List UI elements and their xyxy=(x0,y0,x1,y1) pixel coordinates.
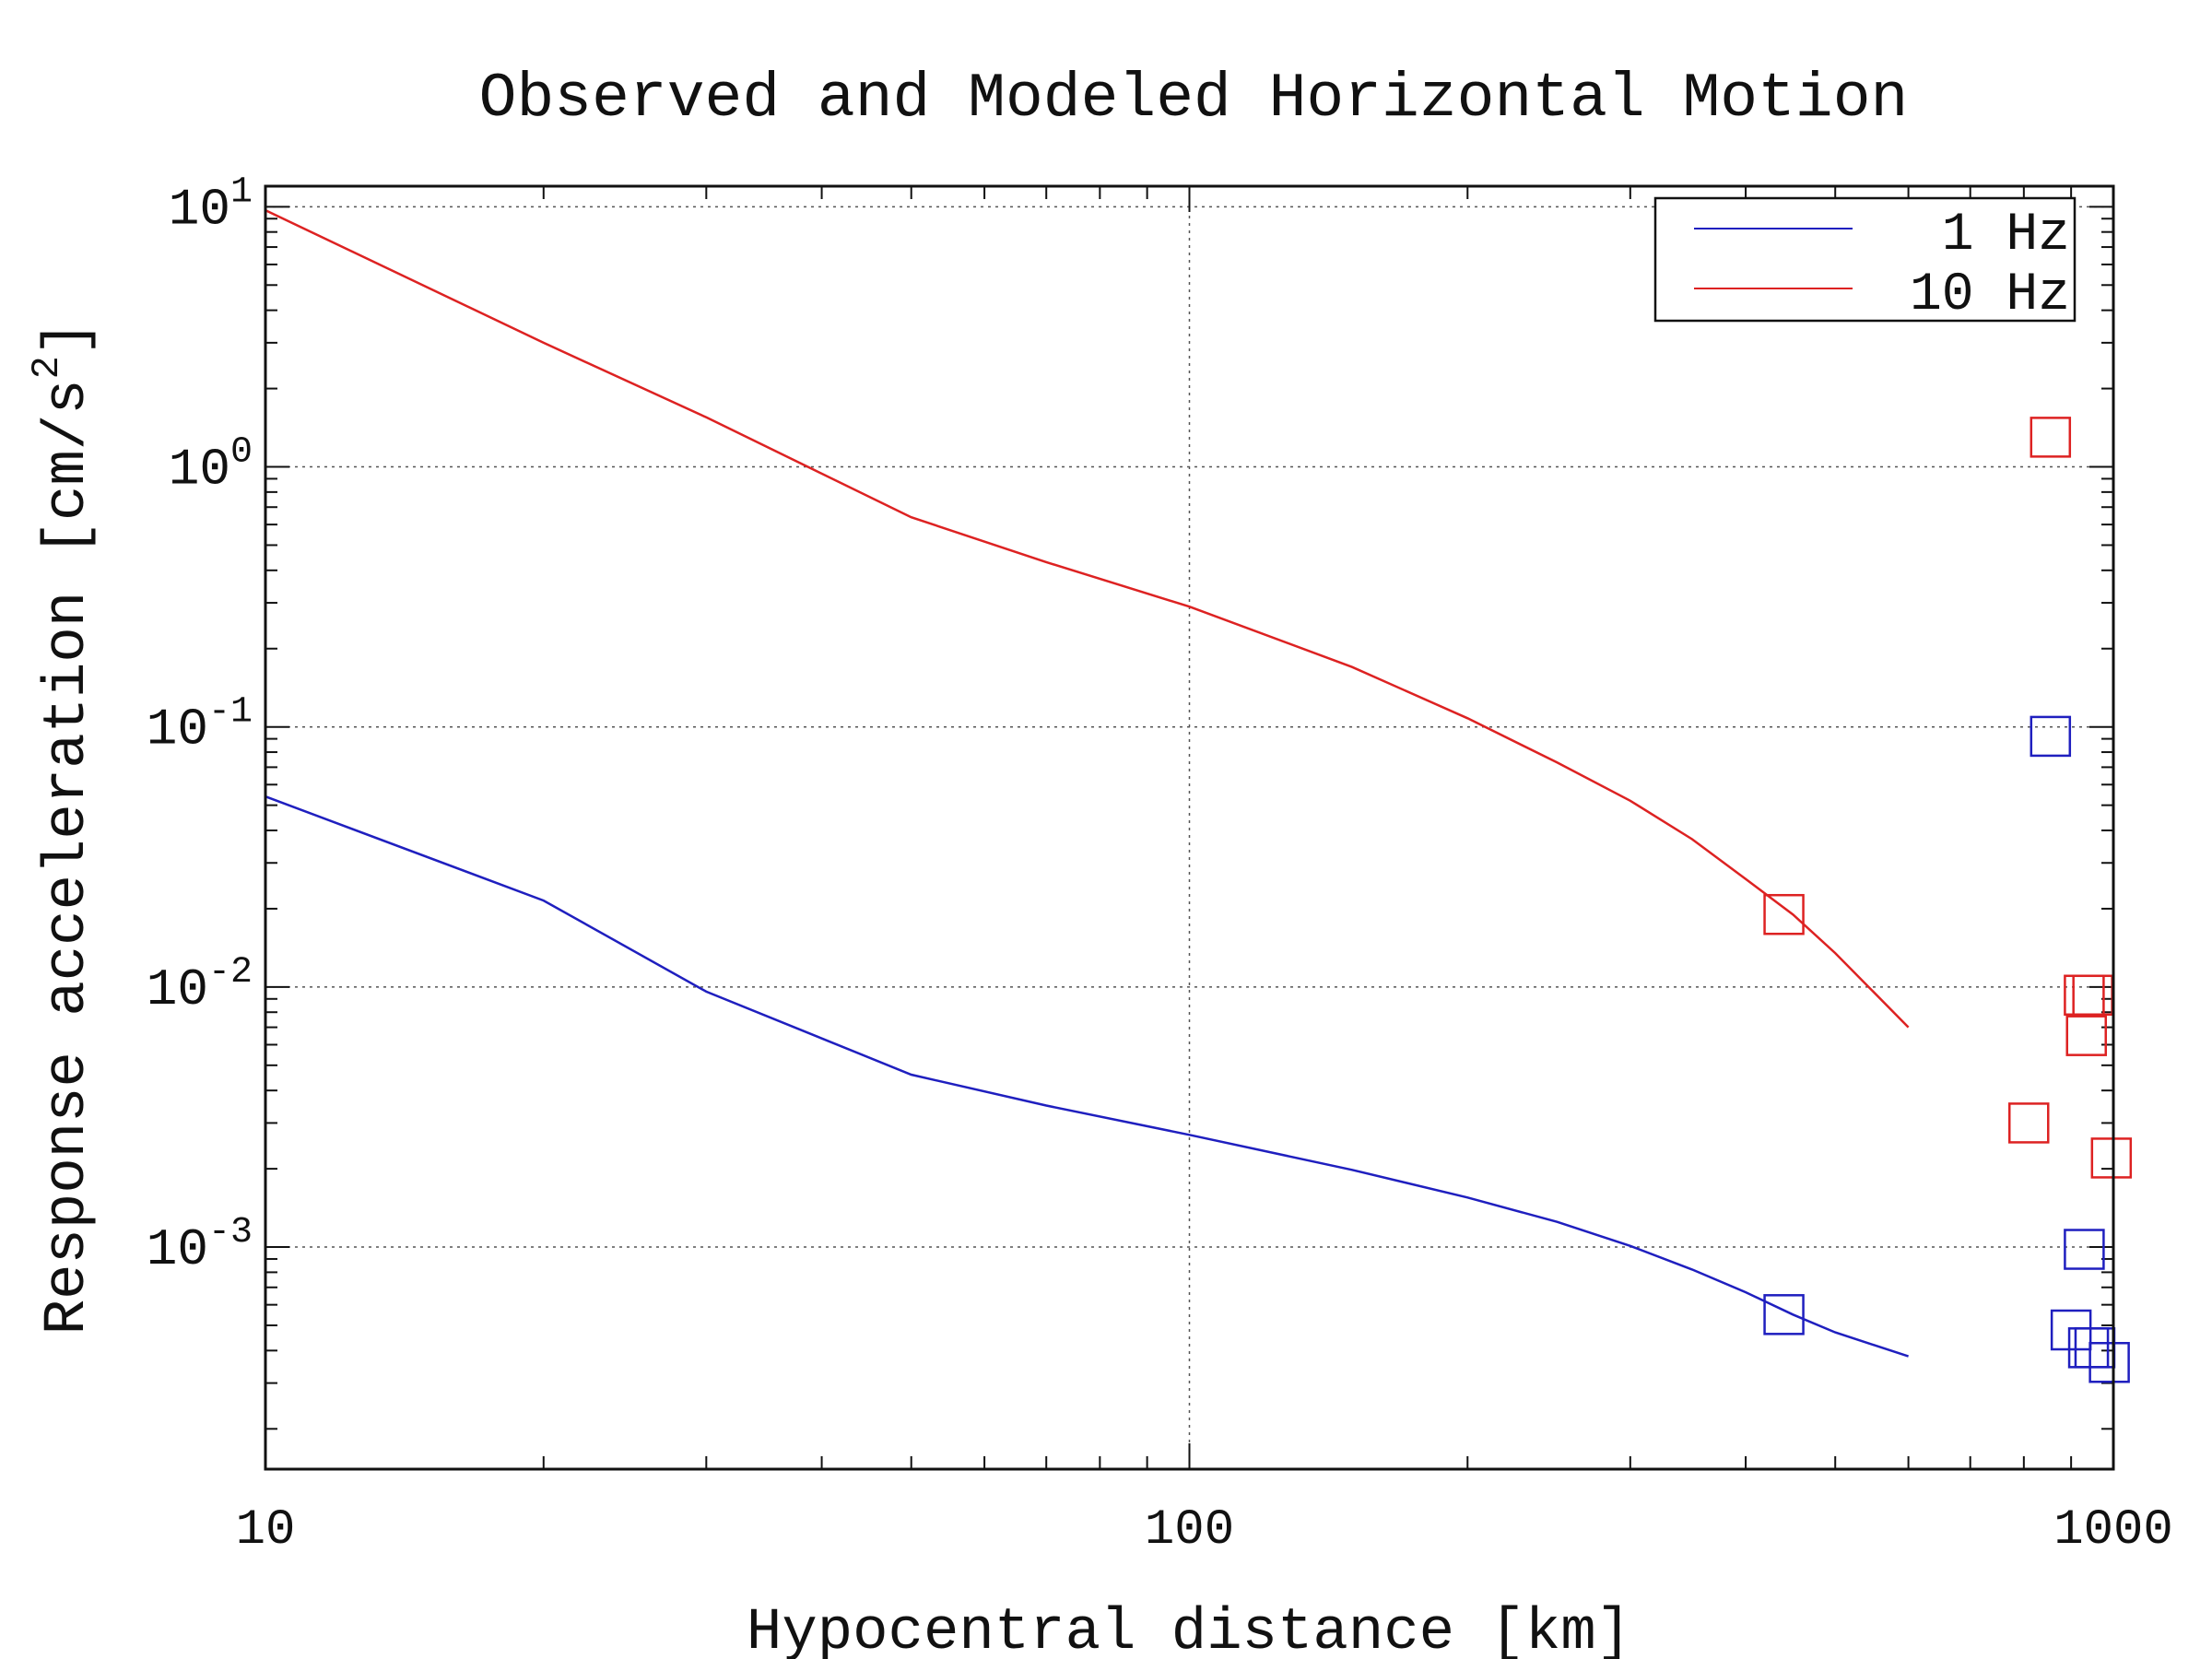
x-tick-labels: 10 100 1000 xyxy=(236,1502,2173,1559)
y-axis-label-main: Response acceleration [cm/s xyxy=(35,379,101,1335)
observed-marker-10hz xyxy=(2065,1015,2107,1056)
legend-label-10hz: 10 Hz xyxy=(1910,265,2070,325)
y-tick-exponent: 1 xyxy=(230,171,253,213)
y-tick-exponent: -2 xyxy=(208,952,253,994)
observed-marker-1hz xyxy=(2050,1309,2092,1351)
series-line-1hz xyxy=(265,795,1909,1358)
legend: 1 Hz 10 Hz xyxy=(1653,196,2077,325)
y-tick-exponent: -3 xyxy=(208,1212,253,1253)
x-tick-label: 100 xyxy=(1145,1502,1234,1559)
observed-marker-1hz xyxy=(1763,1294,1805,1335)
y-tick-label: 101 xyxy=(169,171,253,239)
y-tick-label: 10-1 xyxy=(147,692,253,759)
observed-marker-1hz xyxy=(2030,715,2072,758)
series-lines xyxy=(265,208,1910,1358)
x-tick-label: 1000 xyxy=(2053,1502,2173,1559)
y-tick-base: 10 xyxy=(147,1220,208,1279)
y-tick-base: 10 xyxy=(147,700,208,759)
x-tick-label: 10 xyxy=(236,1502,296,1559)
y-tick-exponent: 0 xyxy=(230,432,253,474)
y-tick-label: 100 xyxy=(169,432,253,500)
observed-marker-10hz xyxy=(1763,893,1805,935)
observed-marker-10hz xyxy=(2030,417,2072,458)
y-tick-label: 10-2 xyxy=(147,952,253,1019)
y-axis-label-superscript: 2 xyxy=(25,356,69,379)
observed-marker-1hz xyxy=(2088,1342,2130,1383)
plot-frame xyxy=(264,184,2115,1471)
observed-marker-10hz xyxy=(2008,1102,2050,1144)
y-tick-label: 10-3 xyxy=(147,1212,253,1279)
y-tick-base: 10 xyxy=(147,960,208,1019)
observed-marker-10hz xyxy=(2090,1137,2133,1179)
y-tick-exponent: -1 xyxy=(208,692,253,734)
legend-label-1hz: 1 Hz xyxy=(1942,206,2070,265)
observed-markers xyxy=(1763,417,2133,1383)
series-line-10hz xyxy=(265,208,1910,1029)
y-tick-base: 10 xyxy=(169,180,230,239)
y-axis-label-close: ] xyxy=(35,321,101,356)
y-tick-base: 10 xyxy=(169,441,230,500)
observed-marker-1hz xyxy=(2064,1229,2105,1270)
legend-box xyxy=(1653,196,2077,323)
y-axis-label: Response acceleration [cm/s2] xyxy=(25,321,101,1335)
x-axis-label: Hypocentral distance [km] xyxy=(747,1600,1631,1659)
axis-ticks xyxy=(265,186,2114,1469)
chart-title: Observed and Modeled Horizontal Motion xyxy=(479,64,1909,135)
